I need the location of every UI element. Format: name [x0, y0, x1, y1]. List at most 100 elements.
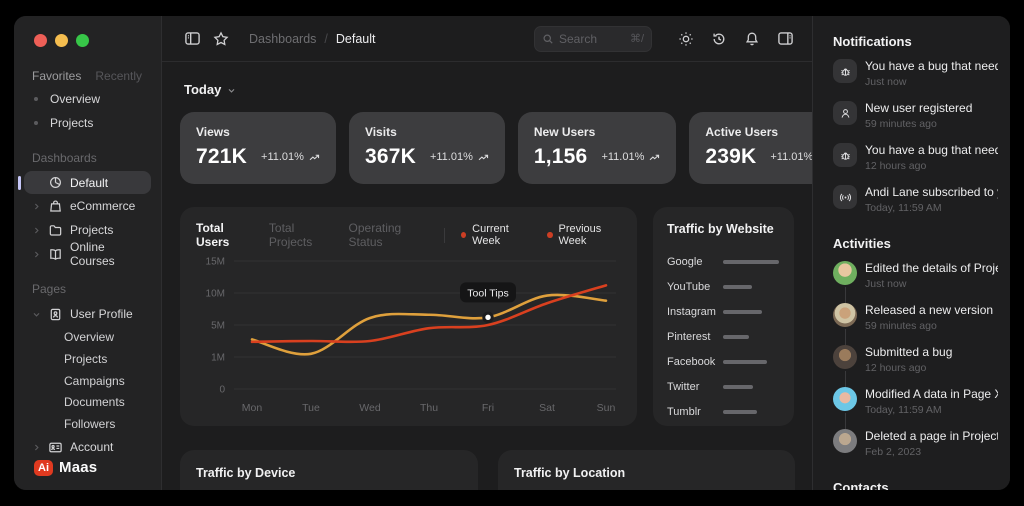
traffic-bar	[723, 334, 749, 339]
legend-previous-week[interactable]: Previous Week	[547, 223, 623, 247]
timeline-connector	[845, 329, 846, 345]
minimize-button[interactable]	[55, 34, 68, 47]
sidebar-subitem-followers[interactable]: Followers	[64, 417, 116, 432]
tab-total-projects[interactable]: Total Projects	[268, 221, 313, 249]
tab-total-users[interactable]: Total Users	[196, 221, 230, 249]
activity-item[interactable]: Modified A data in Page X Today, 11:59 AM	[833, 387, 998, 429]
panel-left-icon[interactable]	[184, 30, 201, 47]
right-panel: Notifications You have a bug that needs …	[812, 16, 1010, 490]
svg-text:Mon: Mon	[242, 402, 263, 414]
sidebar-subitem-campaigns[interactable]: Campaigns	[64, 373, 125, 388]
breadcrumb-current[interactable]: Default	[335, 31, 376, 46]
traffic-by-device-card: Traffic by Device	[180, 450, 478, 490]
notification-item[interactable]: You have a bug that needs t...Just now	[833, 59, 998, 88]
app-logo[interactable]: Ai Maas	[24, 459, 151, 478]
broadcast-icon	[833, 185, 857, 209]
svg-text:Thu: Thu	[420, 402, 438, 414]
traffic-row-facebook: Facebook	[667, 349, 780, 374]
sidebar-item-overview[interactable]: Overview	[24, 87, 151, 111]
logo-badge-icon: Ai	[34, 459, 53, 476]
legend-dot	[547, 232, 553, 238]
sidebar-subitem-overview[interactable]: Overview	[64, 329, 115, 344]
traffic-bar	[723, 359, 767, 364]
period-dropdown[interactable]: Today	[184, 82, 795, 97]
sidebar-item-user-profile[interactable]: User Profile	[24, 302, 151, 326]
history-icon[interactable]	[711, 31, 727, 47]
total-users-chart-card: Total Users Total Projects Operating Sta…	[180, 207, 637, 426]
sidebar-item-dash-projects[interactable]: Projects	[24, 218, 151, 242]
app-window: Favorites Recently Overview Projects Das…	[14, 16, 1010, 490]
line-chart[interactable]: 0 1M 5M 10M 15M Mon Tue Wed Thu Fri Sat Sun Tool Tip…	[196, 249, 623, 421]
close-button[interactable]	[34, 34, 47, 47]
bag-icon	[48, 199, 63, 214]
activity-item[interactable]: Deleted a page in Project X Feb 2, 2023	[833, 429, 998, 458]
sidebar-subitem-documents[interactable]: Documents	[64, 395, 125, 410]
activity-item[interactable]: Submitted a bug 12 hours ago	[833, 345, 998, 387]
stat-card-new-users[interactable]: New Users 1,156 +11.01%	[517, 112, 677, 184]
section-label-pages: Pages	[32, 282, 67, 297]
top-bar: Dashboards / Default Search ⌘/	[162, 16, 812, 62]
traffic-row-pinterest: Pinterest	[667, 324, 780, 349]
svg-text:5M: 5M	[211, 321, 225, 332]
bug-icon	[833, 143, 857, 167]
chevron-right-icon	[32, 250, 41, 259]
theme-sun-icon[interactable]	[678, 31, 694, 47]
sidebar-item-account[interactable]: Account	[24, 435, 151, 459]
svg-text:Wed: Wed	[359, 402, 381, 414]
bullet-icon	[34, 96, 38, 101]
zoom-button[interactable]	[76, 34, 89, 47]
sidebar-item-ecommerce[interactable]: eCommerce	[24, 194, 151, 218]
svg-text:15M: 15M	[206, 257, 225, 268]
left-sidebar: Favorites Recently Overview Projects Das…	[14, 16, 162, 490]
search-input[interactable]: Search ⌘/	[534, 25, 652, 52]
traffic-by-website-card: Traffic by Website Google YouTube Instag…	[653, 207, 794, 426]
sidebar-item-default[interactable]: Default	[18, 170, 151, 195]
avatar	[833, 345, 857, 369]
avatar	[833, 429, 857, 453]
chevron-right-icon	[32, 226, 41, 235]
avatar	[833, 303, 857, 327]
notification-item[interactable]: New user registered 59 minutes ago	[833, 101, 998, 130]
notification-item[interactable]: You have a bug that needs t...12 hours a…	[833, 143, 998, 172]
tab-recently[interactable]: Recently	[95, 69, 143, 83]
stat-card-active-users[interactable]: Active Users 239K +11.01%	[689, 112, 812, 184]
star-icon[interactable]	[213, 30, 229, 47]
sidebar-item-online-courses[interactable]: Online Courses	[24, 240, 151, 268]
bullet-icon	[34, 120, 38, 125]
legend-current-week[interactable]: Current Week	[460, 223, 531, 247]
traffic-bar	[723, 309, 762, 314]
notification-item[interactable]: Andi Lane subscribed to youToday, 11:59 …	[833, 185, 998, 214]
activity-item[interactable]: Edited the details of Project XJust now	[833, 261, 998, 303]
id-card-icon	[48, 440, 63, 455]
trend-up-icon	[478, 154, 488, 160]
divider	[444, 227, 445, 243]
tab-operating-status[interactable]: Operating Status	[348, 221, 402, 249]
svg-text:Tue: Tue	[302, 402, 320, 414]
sidebar-subitem-projects[interactable]: Projects	[64, 351, 108, 366]
traffic-row-instagram: Instagram	[667, 299, 780, 324]
dashboard-content: Today Views 721K +11.01% Visits	[162, 62, 812, 490]
traffic-row-google: Google	[667, 249, 780, 274]
trend-up-icon	[309, 154, 320, 160]
chevron-down-icon	[32, 310, 41, 319]
stat-card-views[interactable]: Views 721K +11.01%	[180, 112, 336, 184]
bell-icon[interactable]	[744, 31, 760, 47]
traffic-row-tumblr: Tumblr	[667, 399, 780, 424]
traffic-bar	[723, 284, 752, 289]
section-label-dashboards: Dashboards	[32, 150, 97, 165]
timeline-connector	[845, 371, 846, 387]
svg-text:Fri: Fri	[482, 402, 494, 414]
stat-cards: Views 721K +11.01% Visits 367K +11.01%	[180, 112, 812, 184]
panel-right-icon[interactable]	[777, 30, 794, 47]
traffic-row-twitter: Twitter	[667, 374, 780, 399]
traffic-bar	[723, 384, 753, 389]
stat-card-visits[interactable]: Visits 367K +11.01%	[348, 112, 505, 184]
tab-favorites[interactable]: Favorites	[32, 69, 82, 83]
activities-title: Activities	[833, 236, 891, 251]
sidebar-item-projects[interactable]: Projects	[24, 111, 151, 135]
breadcrumb-parent[interactable]: Dashboards	[249, 31, 317, 46]
svg-text:Tool Tips: Tool Tips	[467, 287, 508, 299]
id-badge-icon	[48, 307, 63, 322]
activity-item[interactable]: Released a new version 59 minutes ago	[833, 303, 998, 345]
svg-text:Sun: Sun	[597, 402, 616, 414]
